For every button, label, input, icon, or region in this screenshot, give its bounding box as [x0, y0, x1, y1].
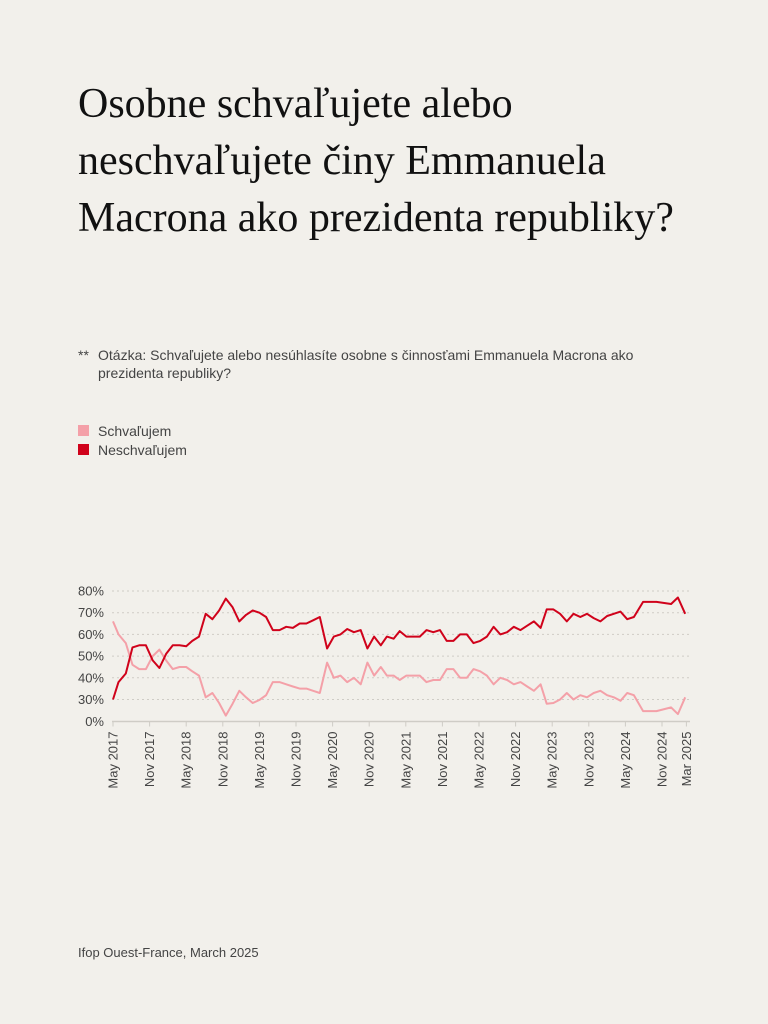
x-tick-label: Nov 2023 — [581, 732, 596, 788]
x-tick-label: May 2021 — [398, 732, 413, 789]
series-line-approve — [112, 621, 687, 717]
y-tick-label: 0% — [85, 714, 104, 729]
series-line-disapprove — [112, 596, 687, 700]
x-tick-label: May 2023 — [545, 732, 560, 789]
x-tick-label: May 2019 — [252, 732, 267, 789]
x-tick-label: Nov 2018 — [215, 732, 230, 788]
x-tick-label: May 2018 — [179, 732, 194, 789]
legend-item-disapprove: Neschvaľujem — [78, 440, 187, 459]
source-note: Ifop Ouest-France, March 2025 — [78, 945, 259, 960]
legend-swatch-approve — [78, 425, 89, 436]
x-tick-label: May 2022 — [472, 732, 487, 789]
x-tick-label: May 2024 — [618, 732, 633, 789]
x-tick-label: Nov 2021 — [435, 732, 450, 788]
legend-label-disapprove: Neschvaľujem — [98, 441, 187, 458]
legend-swatch-disapprove — [78, 444, 89, 455]
legend: Schvaľujem Neschvaľujem — [78, 421, 187, 459]
x-tick-label: Nov 2022 — [508, 732, 523, 788]
footnote-mark: ** — [78, 347, 89, 363]
x-tick-label: Nov 2017 — [142, 732, 157, 788]
x-tick-label: Nov 2020 — [362, 732, 377, 788]
chart-title: Osobne schvaľujete alebo neschvaľujete č… — [78, 81, 674, 241]
y-tick-label: 50% — [78, 649, 104, 664]
x-tick-label: May 2017 — [106, 732, 121, 789]
legend-label-approve: Schvaľujem — [98, 422, 172, 439]
y-tick-label: 70% — [78, 605, 104, 620]
y-tick-label: 40% — [78, 670, 104, 685]
footnote-text: Otázka: Schvaľujete alebo nesúhlasíte os… — [98, 347, 634, 381]
y-tick-label: 60% — [78, 627, 104, 642]
legend-item-approve: Schvaľujem — [78, 421, 187, 440]
x-tick-label: Nov 2024 — [655, 732, 670, 788]
y-tick-label: 30% — [78, 692, 104, 707]
y-tick-label: 80% — [78, 584, 104, 599]
x-tick-label: Nov 2019 — [289, 732, 304, 788]
x-tick-label: Mar 2025 — [679, 732, 694, 787]
footnote: ** Otázka: Schvaľujete alebo nesúhlasíte… — [78, 346, 698, 382]
x-tick-label: May 2020 — [325, 732, 340, 789]
line-chart: 80% 70% 60% 50% 40% 30% 0%May 2017 Nov 2017 May … — [78, 584, 694, 789]
